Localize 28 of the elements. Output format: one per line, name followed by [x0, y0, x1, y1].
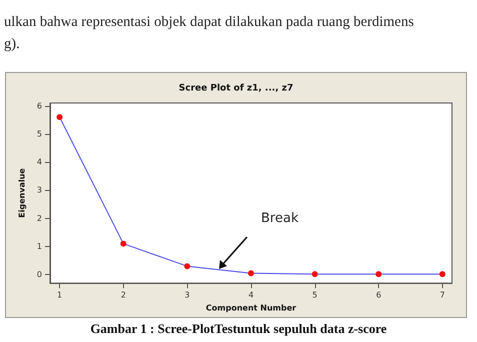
y-tick-label: 2 [36, 214, 42, 223]
chart-title: Scree Plot of z1, ..., z7 [178, 84, 294, 94]
text: g). [4, 36, 20, 53]
x-tick-label: 7 [440, 290, 445, 300]
y-tick-label: 5 [36, 129, 42, 138]
x-axis-title: Component Number [206, 304, 296, 312]
point [56, 114, 63, 120]
y-tick-label: 0 [36, 270, 42, 280]
y-tick-label: 3 [36, 186, 42, 195]
y-tick-label: 1 [36, 242, 42, 252]
x-tick-label: 6 [376, 290, 382, 300]
x-tick-label: 4 [248, 290, 254, 300]
x-tick-label: 2 [120, 290, 126, 300]
annotation: Break [261, 211, 298, 226]
text: Gambar 1 : Scree-PlotTestuntuk sepuluh data z-score [89, 321, 388, 337]
x-tick-label: 1 [57, 290, 62, 300]
point [120, 240, 126, 247]
y-tick-label: 4 [36, 158, 42, 167]
point [439, 271, 446, 278]
x-tick-label: 3 [184, 290, 190, 300]
point [312, 271, 318, 278]
point [248, 270, 254, 276]
point [184, 263, 190, 270]
y-axis-title: Eigenvalue [18, 168, 27, 218]
x-tick-label: 5 [312, 290, 318, 300]
point [376, 271, 382, 278]
y-tick-label: 6 [36, 101, 42, 110]
text: ulkan bahwa representasi objek dapat dilakukan pada ruang berdimens [4, 14, 414, 31]
